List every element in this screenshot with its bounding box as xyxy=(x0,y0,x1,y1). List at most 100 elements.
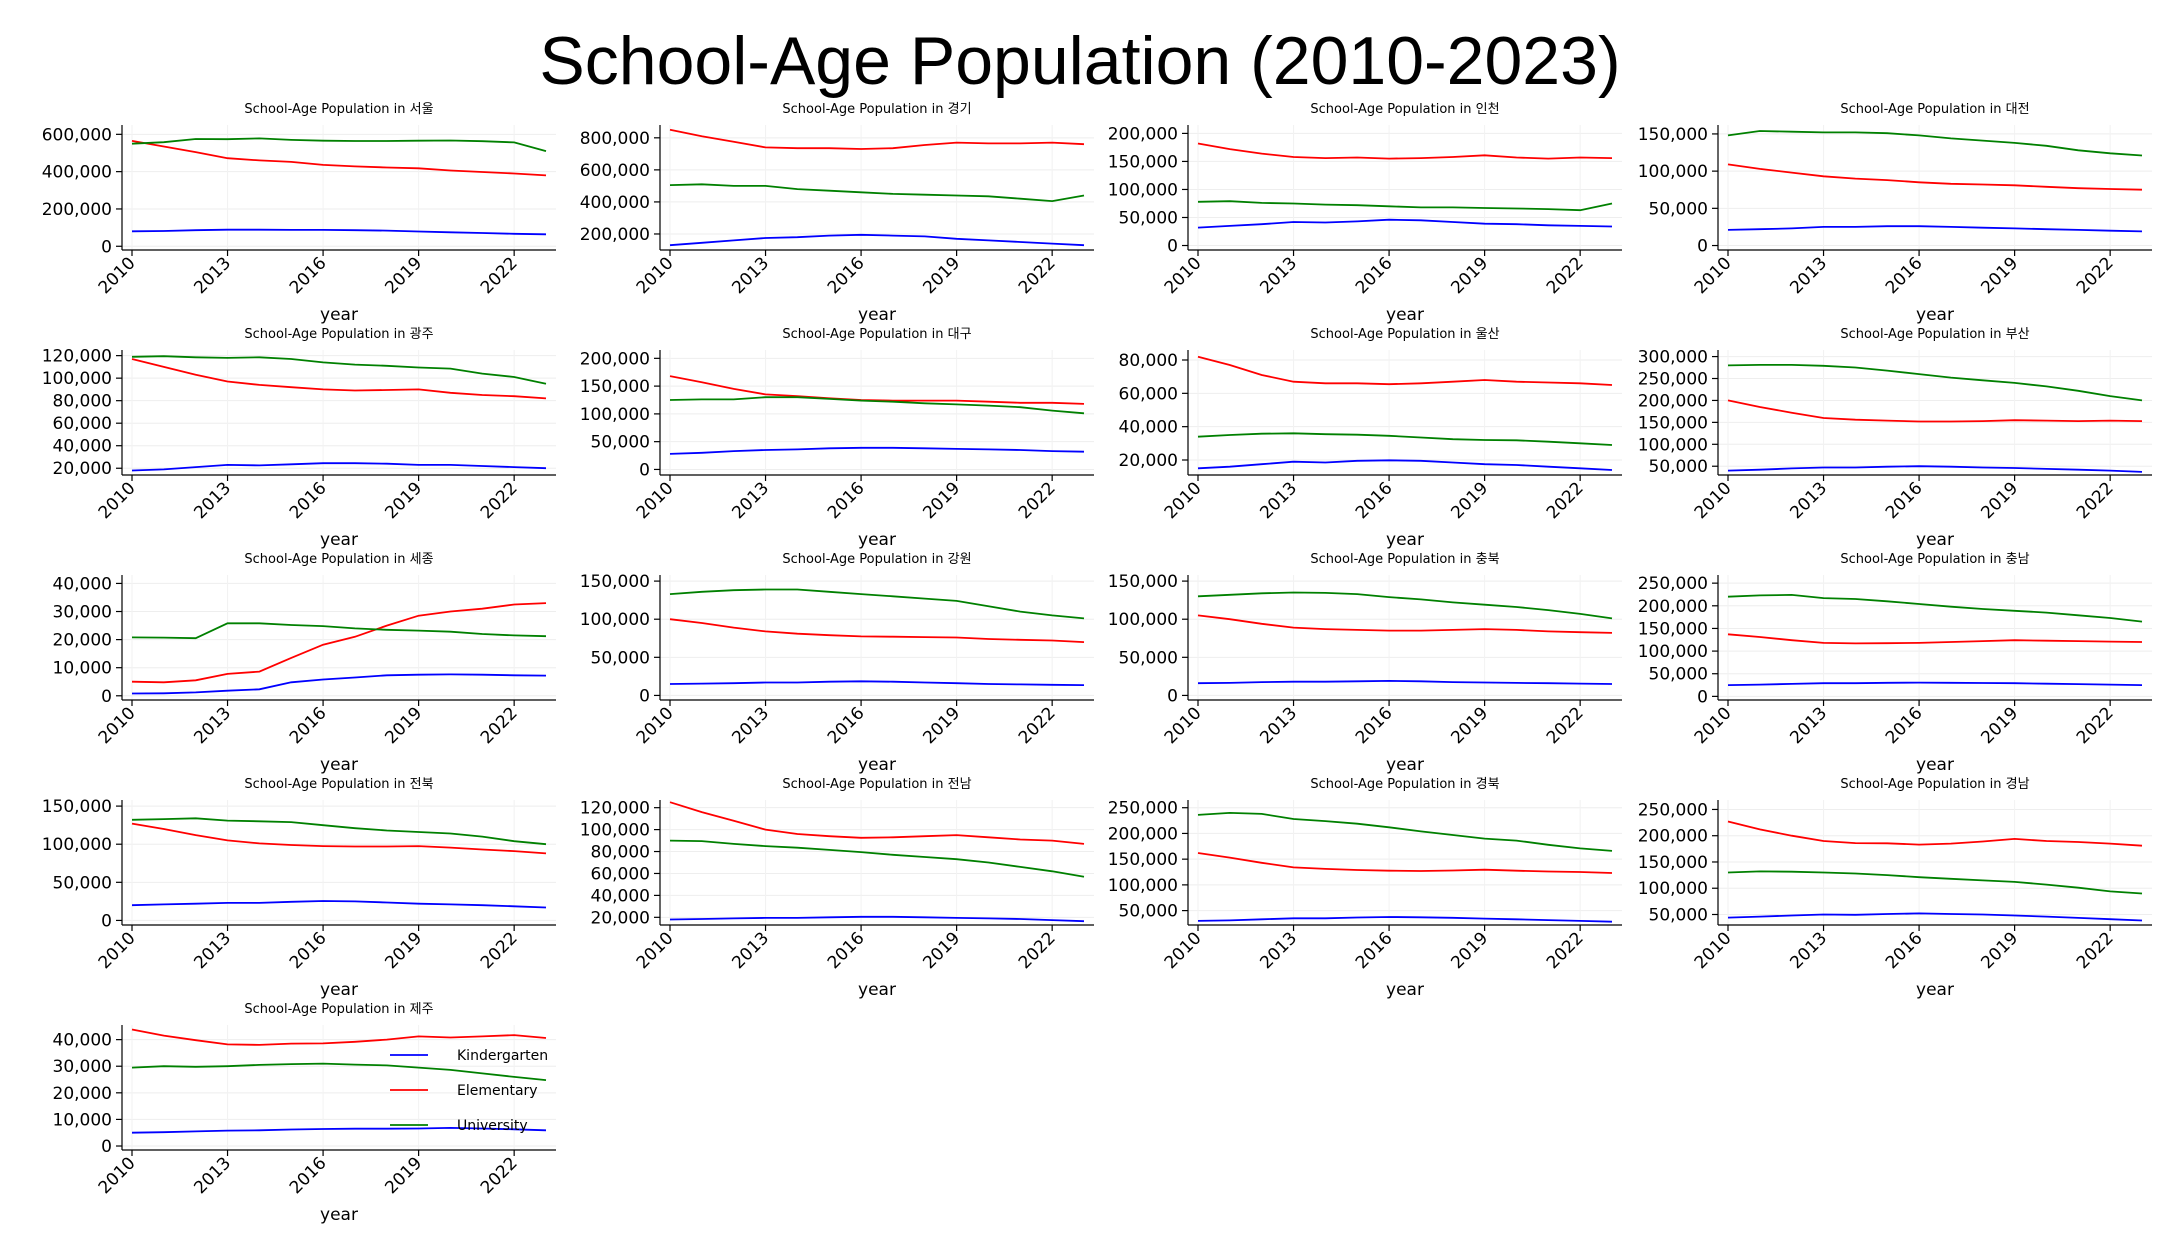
x-tick-label: 2010 xyxy=(95,253,140,298)
y-tick-label: 0 xyxy=(1697,687,1708,707)
x-tick-label: 2022 xyxy=(477,1153,522,1198)
x-tick-label: 2010 xyxy=(1161,928,1206,973)
x-axis-label: year xyxy=(320,1205,358,1225)
x-tick-label: 2022 xyxy=(1543,928,1588,973)
y-tick-label: 100,000 xyxy=(580,405,650,425)
y-tick-label: 40,000 xyxy=(53,1031,112,1051)
y-tick-label: 100,000 xyxy=(42,369,112,389)
x-tick-label: 2016 xyxy=(824,703,869,748)
figure-title: School-Age Population (2010-2023) xyxy=(539,23,1621,99)
x-tick-label: 2010 xyxy=(1161,253,1206,298)
y-tick-label: 20,000 xyxy=(591,908,650,928)
x-axis-label: year xyxy=(320,530,358,550)
x-tick-label: 2013 xyxy=(728,478,773,523)
x-tick-label: 2016 xyxy=(1352,703,1397,748)
x-axis-label: year xyxy=(858,755,896,775)
series-line-elementary xyxy=(669,128,1085,150)
subplot-1: School-Age Population in 서울 0 200,000 400,0… xyxy=(42,102,556,325)
y-tick-label: 50,000 xyxy=(53,873,112,893)
x-tick-label: 2022 xyxy=(1543,703,1588,748)
series-line-elementary xyxy=(131,358,547,400)
legend-label: Kindergarten xyxy=(457,1048,548,1064)
series-line-elementary xyxy=(131,602,547,684)
y-tick-label: 200,000 xyxy=(1108,124,1178,144)
y-tick-label: 800,000 xyxy=(580,129,650,149)
series-line-university xyxy=(1727,130,2143,157)
y-tick-label: 150,000 xyxy=(1108,152,1178,172)
x-tick-label: 2010 xyxy=(1691,478,1736,523)
y-tick-label: 20,000 xyxy=(53,1084,112,1104)
y-tick-label: 30,000 xyxy=(53,1057,112,1077)
x-tick-label: 2016 xyxy=(1882,703,1927,748)
x-tick-label: 2019 xyxy=(1977,253,2022,298)
y-tick-label: 150,000 xyxy=(1638,853,1708,873)
y-tick-label: 100,000 xyxy=(1108,180,1178,200)
series-line-university xyxy=(1197,811,1613,852)
subplot-title: School-Age Population in 울산 xyxy=(1310,327,1499,342)
subplot-17: School-Age Population in 제주 0 10,000 20,000… xyxy=(53,1002,556,1225)
x-tick-label: 2022 xyxy=(1015,928,1060,973)
x-tick-label: 2022 xyxy=(2073,478,2118,523)
x-axis-label: year xyxy=(1916,530,1954,550)
y-tick-label: 600,000 xyxy=(42,125,112,145)
series-line-university xyxy=(1727,363,2143,402)
y-tick-label: 100,000 xyxy=(42,835,112,855)
x-axis-label: year xyxy=(1386,980,1424,1000)
y-tick-label: 60,000 xyxy=(1119,384,1178,404)
y-tick-label: 0 xyxy=(101,237,112,257)
y-tick-label: 200,000 xyxy=(1638,827,1708,847)
x-tick-label: 2013 xyxy=(1256,928,1301,973)
series-line-elementary xyxy=(1727,399,2143,423)
x-tick-label: 2016 xyxy=(824,253,869,298)
subplot-3: School-Age Population in 인천 0 50,000 100,00… xyxy=(1108,102,1622,325)
x-tick-label: 2019 xyxy=(919,478,964,523)
y-tick-label: 100,000 xyxy=(1638,162,1708,182)
x-tick-label: 2013 xyxy=(728,253,773,298)
series-line-kindergarten xyxy=(1197,218,1613,229)
y-tick-label: 80,000 xyxy=(53,392,112,412)
y-tick-label: 80,000 xyxy=(591,843,650,863)
subplot-6: School-Age Population in 대구 0 50,000 100,00… xyxy=(580,327,1094,550)
x-tick-label: 2010 xyxy=(633,703,678,748)
series-line-university xyxy=(131,622,547,640)
y-tick-label: 20,000 xyxy=(53,459,112,479)
series-line-university xyxy=(669,839,1085,878)
x-tick-label: 2016 xyxy=(1882,253,1927,298)
y-tick-label: 200,000 xyxy=(1638,391,1708,411)
x-axis-label: year xyxy=(858,530,896,550)
series-line-university xyxy=(1727,870,2143,895)
x-tick-label: 2010 xyxy=(633,928,678,973)
x-axis-label: year xyxy=(1916,305,1954,325)
y-tick-label: 100,000 xyxy=(580,821,650,841)
x-tick-label: 2013 xyxy=(190,703,235,748)
y-tick-label: 0 xyxy=(101,1137,112,1157)
y-tick-label: 150,000 xyxy=(580,377,650,397)
x-tick-label: 2019 xyxy=(1447,928,1492,973)
y-tick-label: 60,000 xyxy=(53,414,112,434)
x-tick-label: 2013 xyxy=(190,928,235,973)
subplot-title: School-Age Population in 충북 xyxy=(1310,552,1499,567)
y-tick-label: 200,000 xyxy=(1638,597,1708,617)
x-tick-label: 2010 xyxy=(95,1153,140,1198)
subplot-16: School-Age Population in 경남 50,000 100,000… xyxy=(1638,777,2152,1000)
x-tick-label: 2010 xyxy=(1691,253,1736,298)
y-tick-label: 10,000 xyxy=(53,1110,112,1130)
y-tick-label: 400,000 xyxy=(580,193,650,213)
x-tick-label: 2016 xyxy=(286,253,331,298)
subplot-15: School-Age Population in 경북 50,000 100,000… xyxy=(1108,777,1622,1000)
series-line-elementary xyxy=(131,140,547,177)
x-tick-label: 2010 xyxy=(1691,928,1736,973)
y-tick-label: 100,000 xyxy=(1638,435,1708,455)
y-tick-label: 0 xyxy=(101,687,112,707)
x-tick-label: 2019 xyxy=(1447,253,1492,298)
y-tick-label: 150,000 xyxy=(1638,619,1708,639)
subplot-12: School-Age Population in 충남 050,000 100,00… xyxy=(1638,552,2152,775)
y-tick-label: 200,000 xyxy=(580,349,650,369)
subplot-title: School-Age Population in 경남 xyxy=(1840,777,2029,792)
series-line-kindergarten xyxy=(1197,916,1613,923)
y-tick-label: 100,000 xyxy=(1108,610,1178,630)
series-line-university xyxy=(1197,432,1613,446)
y-tick-label: 100,000 xyxy=(1638,879,1708,899)
subplot-10: School-Age Population in 강원 0 50,000 100,00… xyxy=(580,552,1094,775)
